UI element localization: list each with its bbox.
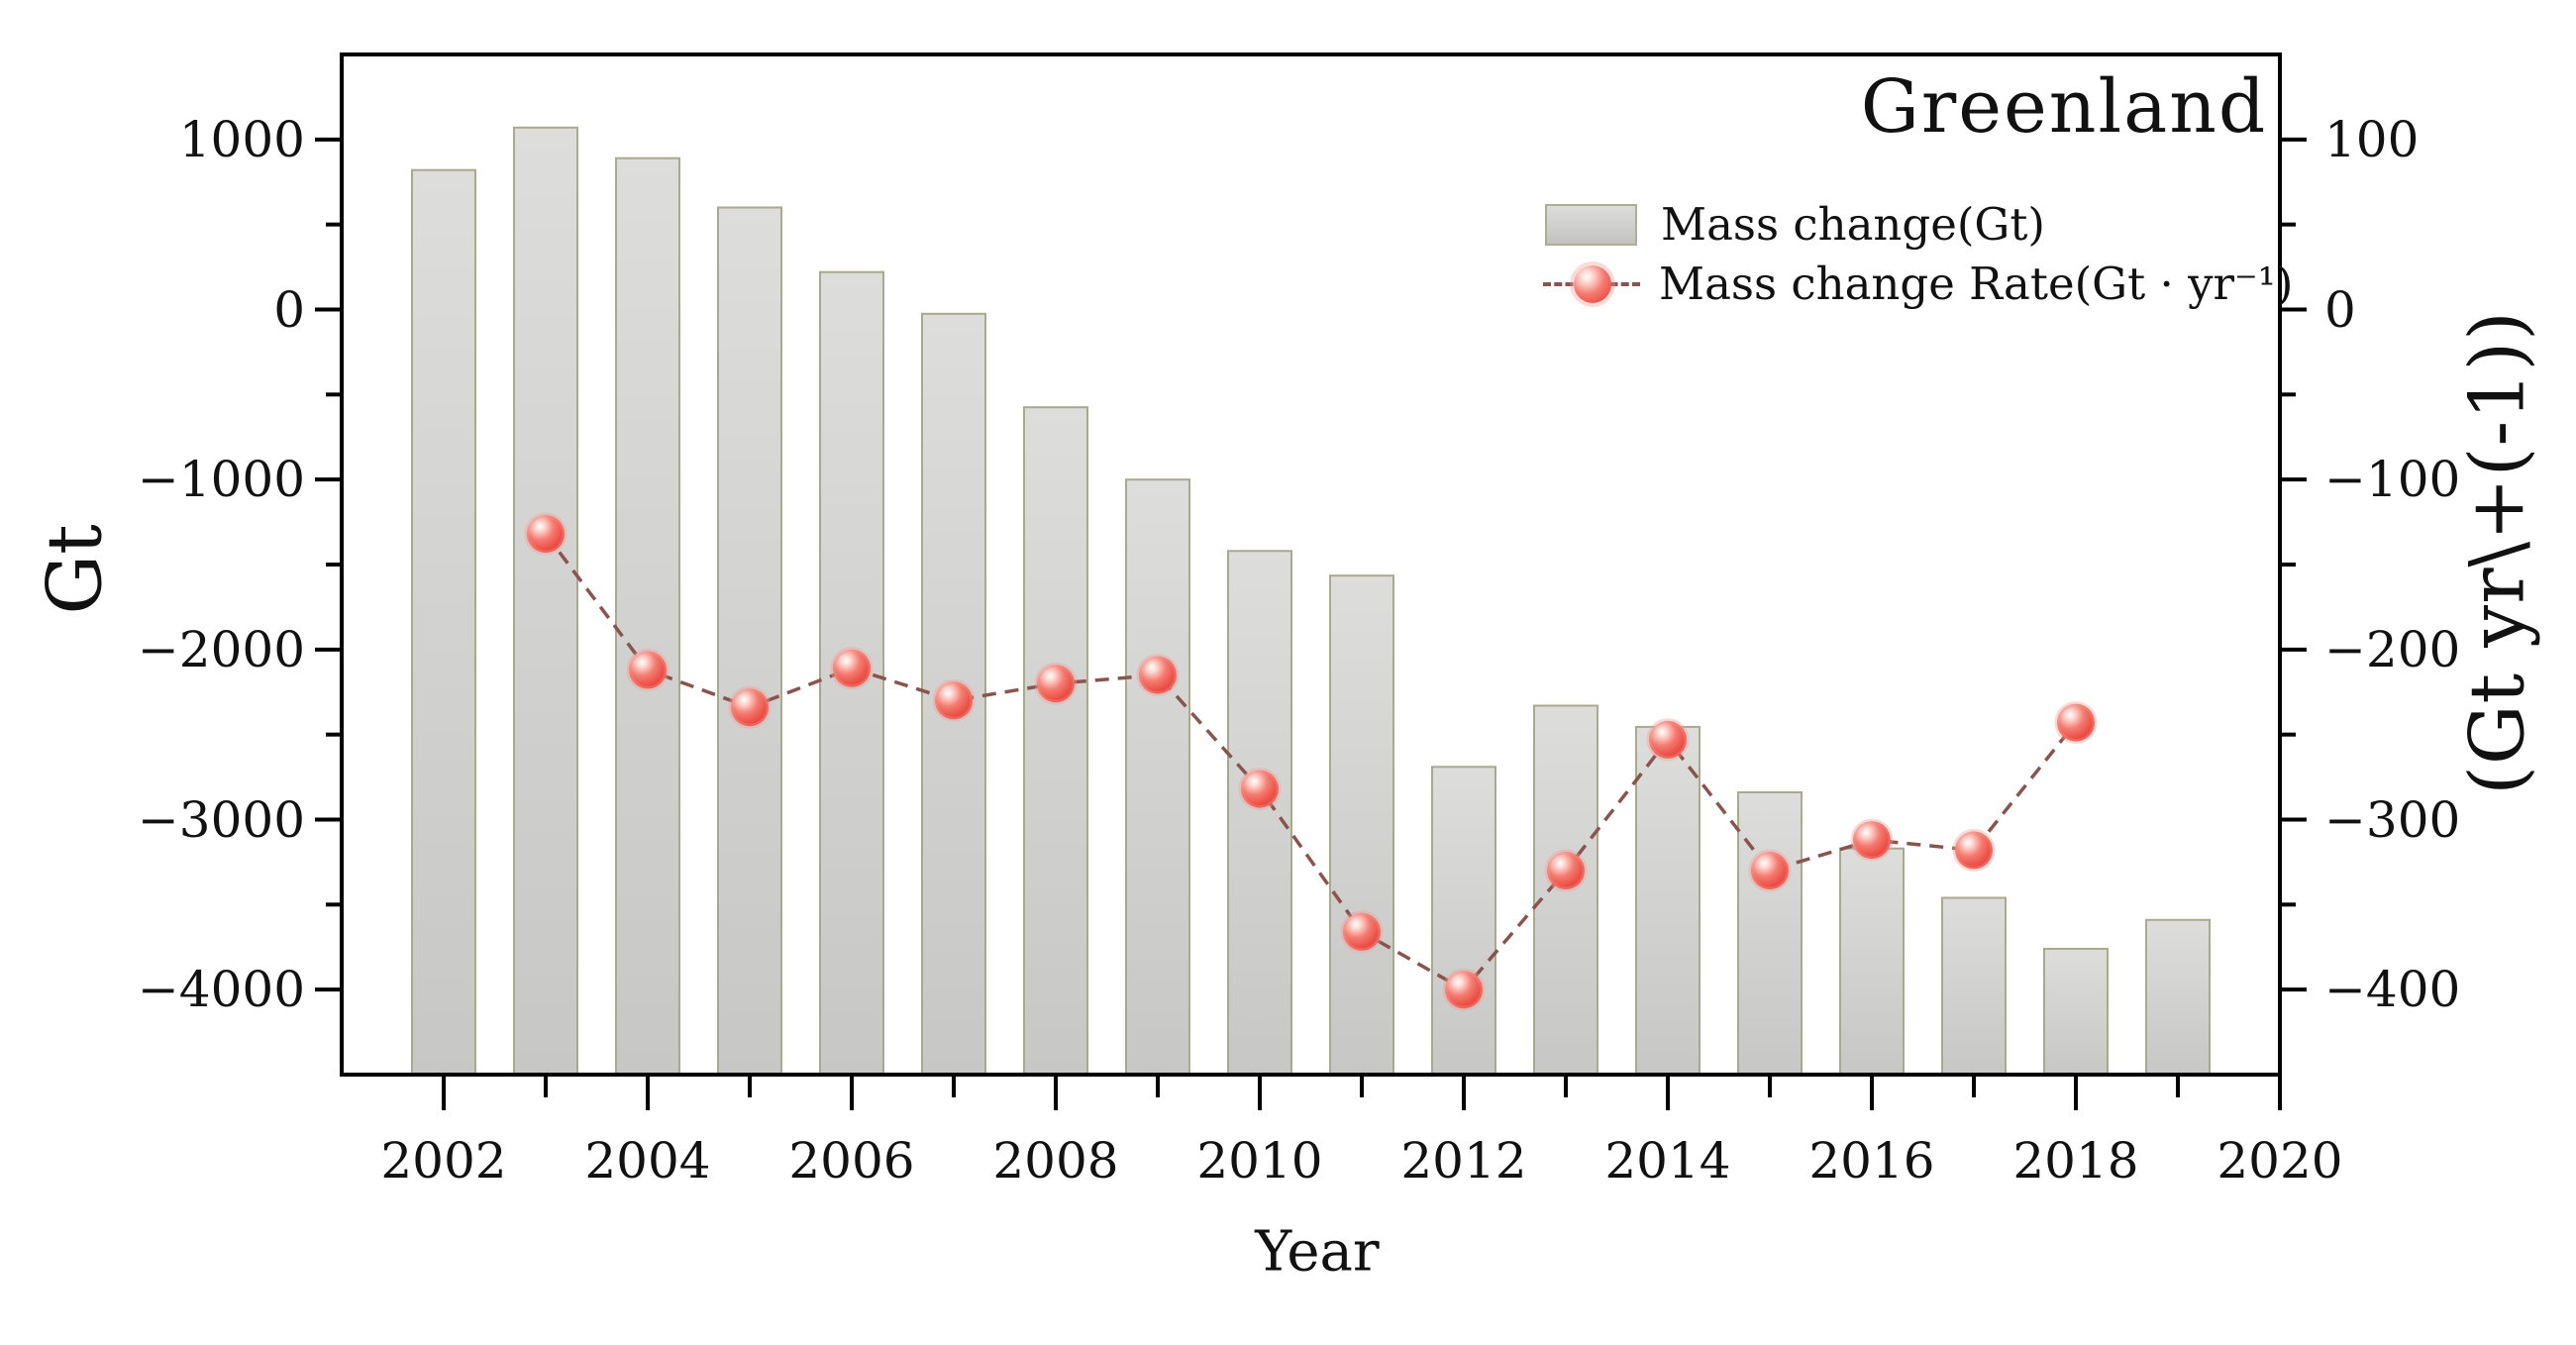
y-left-tick-label: −1000 [137, 451, 305, 509]
bar-2002 [411, 168, 476, 1076]
bar-2018 [2043, 948, 2109, 1076]
y-right-tick-label: 100 [2324, 110, 2420, 168]
rate-marker-2003 [524, 512, 567, 556]
bar-2010 [1227, 550, 1292, 1076]
x-tick-label: 2016 [1808, 1132, 1935, 1190]
y-right-tick-label: −400 [2324, 961, 2461, 1019]
rate-marker-2004 [626, 648, 670, 691]
rate-marker-2015 [1748, 849, 1792, 892]
bar-2011 [1329, 574, 1394, 1076]
legend-item-label: Mass change(Gt) [1661, 198, 2045, 251]
bar-2009 [1125, 478, 1190, 1076]
x-tick-label: 2012 [1400, 1132, 1527, 1190]
rate-marker-2012 [1442, 968, 1486, 1011]
rate-marker-2006 [830, 647, 874, 690]
x-tick-label: 2018 [2012, 1132, 2139, 1190]
y-right-tick-label: −200 [2324, 620, 2461, 678]
bar-2015 [1737, 791, 1803, 1076]
rate-marker-2009 [1136, 654, 1180, 697]
bar-2016 [1839, 847, 1905, 1077]
x-tick-label: 2008 [992, 1132, 1119, 1190]
x-axis-label: Year [1255, 1219, 1380, 1285]
rate-marker-2014 [1646, 718, 1690, 762]
bar-2008 [1023, 406, 1088, 1076]
chart-title: Greenland [1860, 64, 2268, 150]
x-tick-label: 2020 [2216, 1132, 2343, 1190]
x-tick-label: 2006 [788, 1132, 915, 1190]
y-axis-right-label: (Gt yr\+(-1)) [2452, 310, 2541, 795]
y-left-tick-label: −2000 [137, 620, 305, 678]
bar-2004 [615, 156, 680, 1076]
legend-item-label: Mass change Rate(Gt · yr⁻¹) [1659, 258, 2294, 310]
rate-line [544, 533, 2078, 992]
y-right-tick-label: −100 [2324, 451, 2461, 509]
bar-2005 [717, 206, 782, 1076]
bar-2014 [1635, 725, 1700, 1077]
bar-2013 [1533, 704, 1598, 1076]
legend-marker-icon [1574, 265, 1611, 303]
bar-2019 [2145, 918, 2211, 1076]
y-left-tick-label: −4000 [137, 961, 305, 1019]
rate-marker-2007 [932, 678, 976, 722]
axis-ticks [315, 137, 2307, 1110]
rate-marker-2010 [1238, 768, 1282, 811]
legend-bar-swatch [1545, 204, 1637, 246]
bar-2003 [513, 126, 578, 1077]
x-tick-label: 2004 [584, 1132, 711, 1190]
rate-marker-2011 [1340, 910, 1384, 954]
rate-marker-2016 [1850, 818, 1894, 862]
y-left-tick-label: −3000 [137, 790, 305, 849]
rate-marker-2018 [2054, 701, 2098, 745]
x-tick-label: 2010 [1196, 1132, 1323, 1190]
rate-marker-2005 [728, 685, 772, 729]
y-right-tick-label: −300 [2324, 790, 2461, 849]
y-left-tick-label: 1000 [178, 110, 305, 168]
x-tick-label: 2014 [1604, 1132, 1731, 1190]
bar-2017 [1941, 896, 2007, 1076]
y-right-tick-label: 0 [2324, 280, 2356, 339]
y-axis-left-label: Gt [30, 524, 119, 615]
rate-marker-2013 [1544, 849, 1588, 892]
rate-marker-2017 [1952, 828, 1996, 872]
x-tick-label: 2002 [380, 1132, 507, 1190]
rate-marker-2008 [1034, 662, 1078, 705]
y-left-tick-label: 0 [273, 280, 305, 339]
bar-2012 [1431, 766, 1496, 1076]
